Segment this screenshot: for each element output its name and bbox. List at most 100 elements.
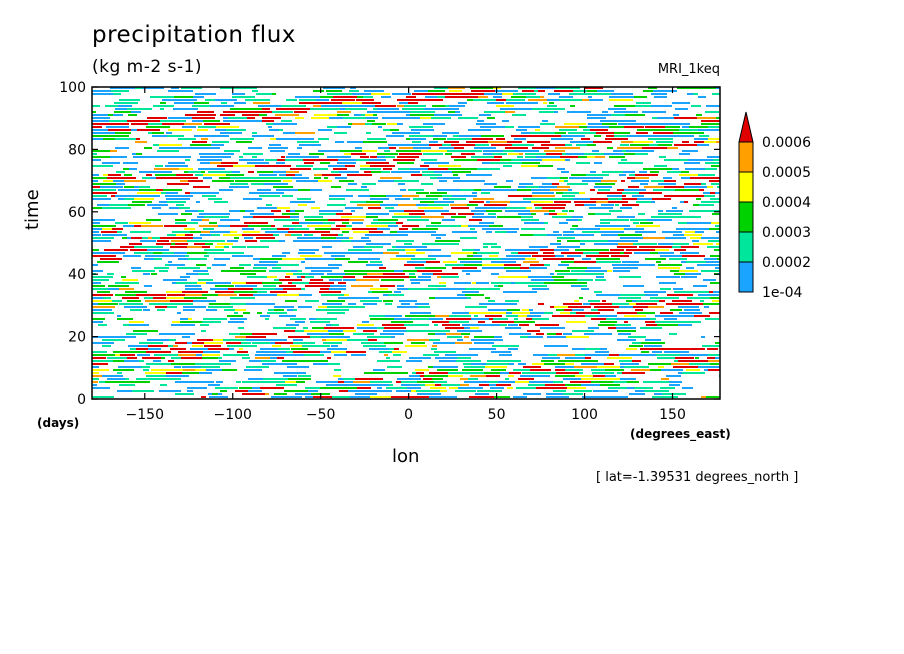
precip-cell: [567, 366, 574, 368]
precip-cell: [632, 342, 641, 344]
precip-cell: [453, 174, 458, 176]
precip-cell: [493, 318, 508, 320]
precip-cell: [600, 321, 617, 323]
precip-cell: [227, 240, 238, 242]
precip-cell: [679, 129, 698, 131]
precip-cell: [686, 177, 690, 179]
precip-cell: [542, 183, 552, 185]
precip-cell: [161, 357, 165, 359]
precip-cell: [641, 351, 649, 353]
precip-cell: [336, 225, 346, 227]
precip-cell: [457, 339, 463, 341]
precip-cell: [193, 300, 216, 302]
precip-cell: [184, 123, 202, 125]
precip-cell: [356, 159, 369, 161]
precip-cell: [438, 165, 461, 167]
precip-cell: [199, 225, 218, 227]
precip-cell: [434, 87, 448, 89]
precip-cell: [528, 375, 550, 377]
precip-cell: [212, 180, 234, 182]
precip-cell: [369, 270, 394, 272]
precip-cell: [102, 228, 112, 230]
precip-cell: [198, 273, 209, 275]
precip-cell: [327, 357, 331, 359]
precip-cell: [314, 177, 321, 179]
precip-cell: [528, 99, 547, 101]
precip-cell: [673, 234, 684, 236]
precip-cell: [187, 252, 207, 254]
precip-cell: [555, 87, 580, 89]
precip-cell: [601, 180, 617, 182]
precip-cell: [196, 354, 202, 356]
precip-cell: [629, 345, 643, 347]
precip-cell: [667, 147, 678, 149]
precip-cell: [415, 267, 425, 269]
precip-cell: [565, 384, 581, 386]
precip-cell: [173, 108, 198, 110]
precip-cell: [167, 306, 177, 308]
precip-cell: [455, 390, 476, 392]
precip-cell: [528, 384, 545, 386]
precip-cell: [397, 378, 421, 380]
precip-cell: [716, 243, 720, 245]
precip-cell: [617, 147, 642, 149]
precip-cell: [348, 123, 352, 125]
precip-cell: [273, 234, 279, 236]
precip-cell: [548, 354, 557, 356]
precip-cell: [92, 135, 110, 137]
precip-cell: [193, 381, 208, 383]
precip-cell: [247, 111, 257, 113]
precip-cell: [102, 234, 109, 236]
precip-cell: [113, 351, 122, 353]
precip-cell: [283, 225, 302, 227]
precip-cell: [466, 174, 470, 176]
precip-cell: [92, 294, 113, 296]
precip-cell: [124, 360, 139, 362]
precip-cell: [566, 219, 578, 221]
precip-cell: [392, 93, 397, 95]
precip-cell: [232, 93, 245, 95]
precip-cell: [471, 339, 487, 341]
precip-cell: [296, 180, 318, 182]
precip-cell: [621, 141, 633, 143]
x-tick-label: 0: [404, 407, 413, 423]
precip-cell: [679, 153, 690, 155]
precip-cell: [505, 126, 514, 128]
precip-cell: [230, 108, 248, 110]
colorbar-swatch: [738, 231, 754, 263]
precip-cell: [422, 171, 434, 173]
precip-cell: [394, 213, 409, 215]
precip-cell: [563, 231, 574, 233]
precip-cell: [141, 366, 150, 368]
precip-cell: [681, 171, 689, 173]
precip-cell: [719, 330, 720, 332]
precip-cell: [268, 126, 272, 128]
precip-cell: [494, 336, 502, 338]
precip-cell: [570, 312, 576, 314]
precip-cell: [322, 303, 342, 305]
precip-cell: [686, 150, 698, 152]
precip-cell: [652, 117, 657, 119]
precip-cell: [208, 198, 222, 200]
precip-cell: [148, 348, 161, 350]
precip-cell: [553, 258, 574, 260]
precip-cell: [144, 258, 154, 260]
precip-cell: [624, 228, 644, 230]
precip-cell: [398, 183, 405, 185]
precip-cell: [168, 117, 192, 119]
precip-cell: [153, 144, 159, 146]
precip-cell: [381, 171, 390, 173]
precip-cell: [671, 396, 678, 398]
precip-cell: [617, 246, 637, 248]
precip-cell: [445, 354, 468, 356]
precip-cell: [511, 282, 515, 284]
precip-cell: [526, 186, 539, 188]
precip-cell: [584, 204, 596, 206]
precip-cell: [313, 105, 321, 107]
precip-cell: [92, 192, 117, 194]
precip-cell: [350, 87, 356, 89]
precip-cell: [467, 204, 478, 206]
precip-cell: [709, 228, 720, 230]
precip-cell: [428, 366, 433, 368]
precip-cell: [269, 144, 281, 146]
